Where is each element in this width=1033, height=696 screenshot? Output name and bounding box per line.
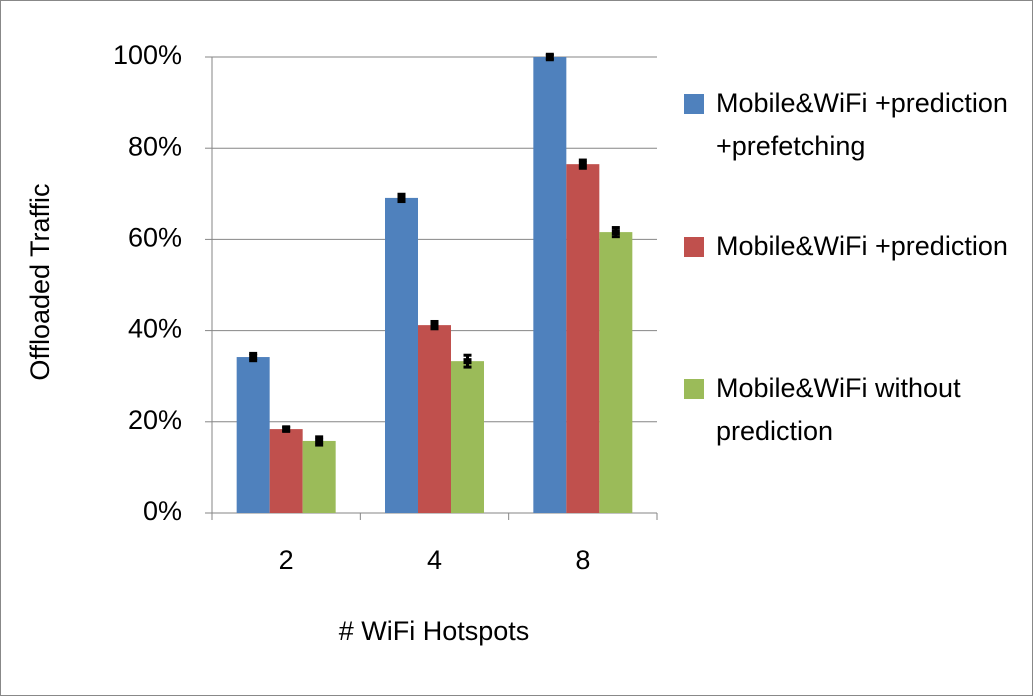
x-tick-label: 8 bbox=[575, 545, 590, 575]
legend-swatch bbox=[684, 237, 704, 257]
bar bbox=[566, 164, 600, 513]
legend-swatch bbox=[684, 379, 704, 399]
error-bar bbox=[430, 319, 439, 331]
error-bar bbox=[315, 435, 324, 447]
bar bbox=[533, 57, 567, 513]
y-tick-label: 100% bbox=[113, 40, 182, 70]
error-bar-part bbox=[282, 426, 291, 433]
error-bar bbox=[463, 353, 472, 369]
legend-label: Mobile&WiFi +prediction +prefetching bbox=[716, 88, 1008, 161]
error-bar bbox=[282, 425, 291, 433]
error-bar-part bbox=[315, 437, 324, 444]
bar bbox=[451, 361, 484, 513]
bar bbox=[385, 197, 418, 514]
error-bar bbox=[545, 52, 554, 62]
y-tick-label: 20% bbox=[128, 405, 182, 435]
bar bbox=[269, 429, 303, 513]
legend-label: Mobile&WiFi +prediction bbox=[716, 231, 1008, 261]
y-tick-label: 0% bbox=[143, 496, 182, 526]
y-tick-label: 60% bbox=[128, 223, 182, 253]
error-bar-part bbox=[249, 354, 258, 361]
legend-entry: Mobile&WiFi +prediction +prefetching bbox=[684, 82, 1016, 168]
error-bar bbox=[578, 158, 587, 170]
y-tick-label: 80% bbox=[128, 131, 182, 161]
y-axis-title: Offloaded Traffic bbox=[25, 183, 55, 380]
error-bar bbox=[249, 351, 258, 363]
bar bbox=[599, 232, 633, 513]
legend-entry: Mobile&WiFi +prediction bbox=[684, 225, 1016, 268]
x-axis-title: # WiFi Hotspots bbox=[339, 616, 530, 646]
error-bar bbox=[397, 192, 406, 204]
error-bar-part bbox=[463, 358, 472, 365]
bar bbox=[236, 357, 270, 513]
error-bar-part bbox=[397, 194, 406, 201]
error-bar-part bbox=[430, 322, 439, 329]
y-tick-label: 40% bbox=[128, 314, 182, 344]
error-bar bbox=[611, 226, 620, 239]
legend-swatch bbox=[684, 94, 704, 114]
error-bar-part bbox=[545, 54, 554, 60]
error-bar-part bbox=[578, 161, 587, 168]
legend-label: Mobile&WiFi without prediction bbox=[716, 373, 961, 446]
bar bbox=[302, 440, 336, 513]
x-tick-label: 4 bbox=[427, 545, 442, 575]
x-tick-label: 2 bbox=[279, 545, 294, 575]
bar bbox=[418, 325, 451, 513]
error-bar-part bbox=[611, 229, 620, 236]
legend-entry: Mobile&WiFi without prediction bbox=[684, 367, 1016, 453]
